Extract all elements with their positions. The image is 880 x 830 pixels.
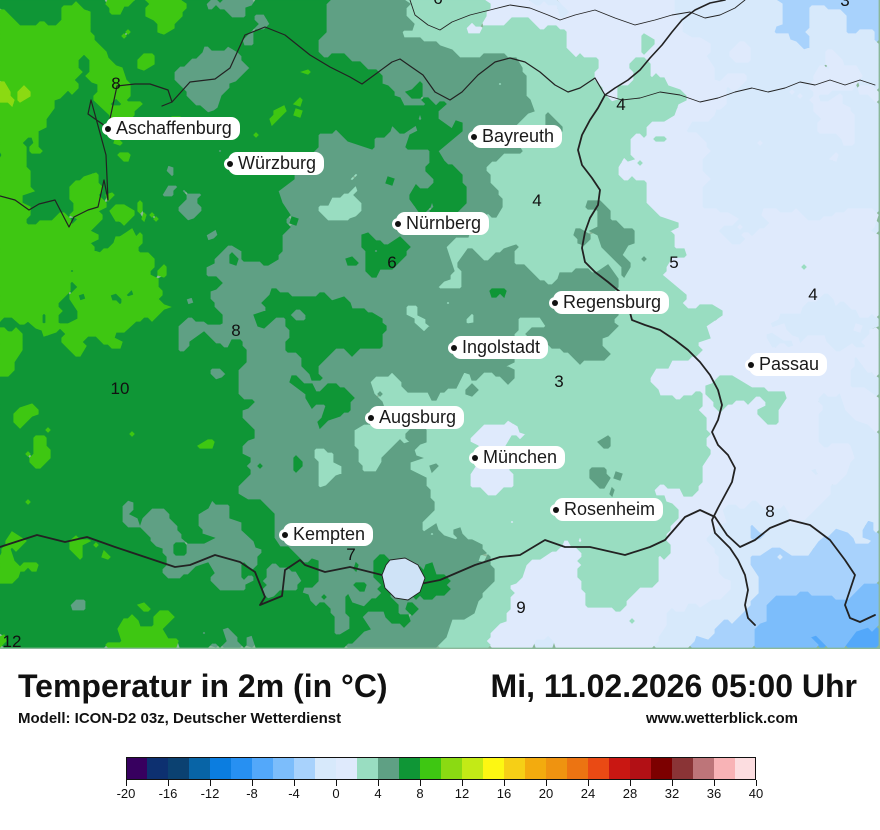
svg-text:6: 6 <box>433 0 442 8</box>
svg-text:8: 8 <box>111 74 120 93</box>
svg-text:7: 7 <box>346 545 355 564</box>
svg-text:4: 4 <box>616 95 625 114</box>
svg-text:9: 9 <box>516 598 525 617</box>
svg-text:5: 5 <box>669 253 678 272</box>
svg-text:3: 3 <box>840 0 849 10</box>
svg-text:8: 8 <box>765 502 774 521</box>
svg-text:12: 12 <box>3 632 22 649</box>
svg-text:10: 10 <box>111 379 130 398</box>
svg-text:4: 4 <box>808 285 817 304</box>
svg-text:6: 6 <box>387 253 396 272</box>
svg-text:8: 8 <box>231 321 240 340</box>
svg-text:4: 4 <box>532 191 541 210</box>
svg-text:3: 3 <box>554 372 563 391</box>
